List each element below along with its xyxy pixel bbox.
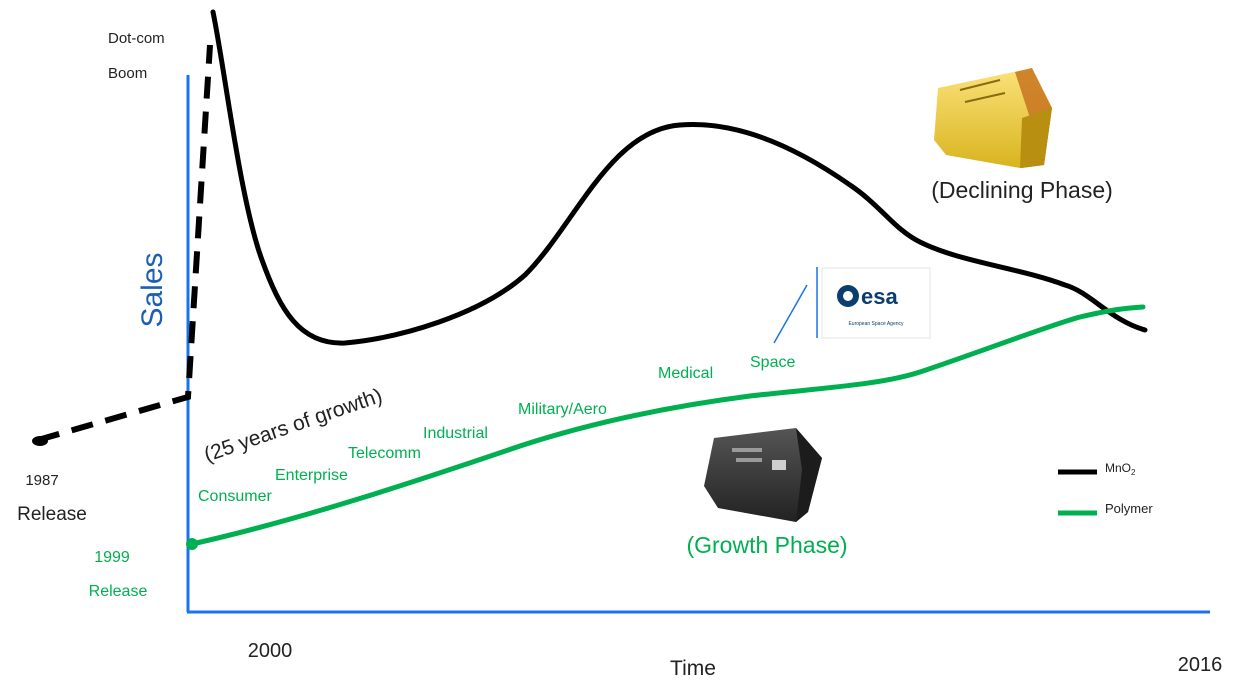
legend: MnO2 Polymer bbox=[1058, 461, 1153, 516]
market-label-enterprise: Enterprise bbox=[275, 467, 348, 484]
legend-label-polymer: Polymer bbox=[1105, 501, 1153, 516]
mno2-series-line bbox=[210, 9, 1148, 346]
dotcom-label-line1: Dot-com bbox=[108, 30, 165, 47]
market-label-medical: Medical bbox=[658, 365, 713, 382]
polymer-series-line bbox=[189, 304, 1146, 547]
yellow-tantalum-capacitor-icon bbox=[934, 68, 1052, 168]
esa-logo-icon: esa European Space Agency bbox=[821, 267, 931, 339]
market-label-telecomm: Telecomm bbox=[348, 445, 421, 462]
x-tick-label-2016: 2016 bbox=[1178, 654, 1223, 676]
release-1987-marker bbox=[32, 436, 48, 446]
growth-phase-label: (Growth Phase) bbox=[686, 532, 847, 558]
esa-callout-line bbox=[773, 284, 808, 344]
release-1999-marker bbox=[186, 538, 198, 550]
declining-phase-label: (Declining Phase) bbox=[931, 177, 1113, 203]
mno2-dashed-line bbox=[37, 44, 213, 443]
x-tick-label-2000: 2000 bbox=[248, 640, 293, 662]
dotcom-label-line2: Boom bbox=[108, 65, 147, 82]
x-axis-label: Time bbox=[670, 657, 716, 680]
market-label-industrial: Industrial bbox=[423, 425, 488, 442]
market-label-consumer: Consumer bbox=[198, 488, 272, 505]
market-label-space: Space bbox=[750, 354, 795, 371]
black-polymer-capacitor-icon bbox=[704, 428, 822, 522]
release-1987-label: Release bbox=[17, 504, 87, 525]
y-axis-label: Sales bbox=[136, 252, 169, 327]
legend-label-mno2: MnO2 bbox=[1105, 461, 1136, 477]
market-label-military-aero: Military/Aero bbox=[518, 401, 607, 418]
release-1999-label: Release bbox=[89, 583, 148, 600]
release-1987-year: 1987 bbox=[25, 472, 58, 489]
esa-logo-subtitle: European Space Agency bbox=[848, 321, 904, 327]
esa-logo-text: esa bbox=[861, 284, 898, 309]
release-1999-year: 1999 bbox=[94, 549, 130, 566]
